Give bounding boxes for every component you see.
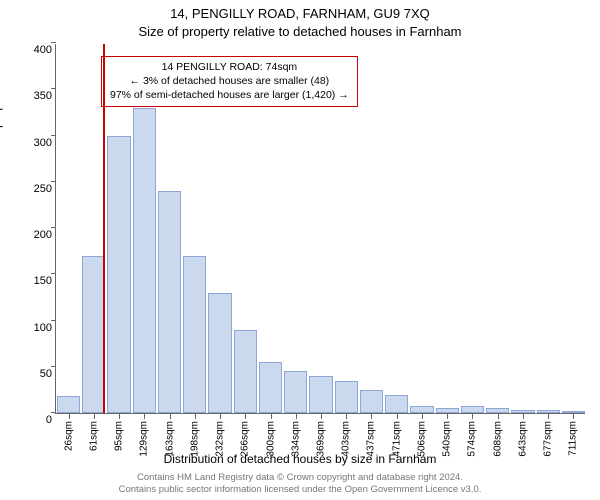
x-tick-mark [523,414,524,419]
x-tick-mark [296,414,297,419]
title-line-1: 14, PENGILLY ROAD, FARNHAM, GU9 7XQ [0,6,600,21]
y-tick-label: 50 [14,368,52,380]
bar [385,395,408,414]
x-axis-label: Distribution of detached houses by size … [0,452,600,466]
info-box-line-2: ← 3% of detached houses are smaller (48) [110,74,349,88]
bar [284,371,307,413]
y-tick-label: 100 [14,322,52,334]
x-tick-mark [548,414,549,419]
x-tick-label: 711sqm [568,421,579,456]
info-box-line-3: 97% of semi-detached houses are larger (… [110,88,349,102]
x-tick-mark [195,414,196,419]
bar [107,136,130,414]
bar [562,411,585,413]
x-tick-mark [170,414,171,419]
x-tick-mark [472,414,473,419]
x-tick-mark [447,414,448,419]
footer-attribution: Contains HM Land Registry data © Crown c… [0,472,600,496]
bar [309,376,332,413]
x-tick-mark [94,414,95,419]
bar [133,108,156,413]
bar [360,390,383,413]
plot-area: 14 PENGILLY ROAD: 74sqm ← 3% of detached… [55,44,585,414]
y-tick-mark [51,135,56,136]
y-tick-mark [51,88,56,89]
y-tick-mark [51,42,56,43]
y-tick-mark [51,412,56,413]
x-tick-mark [346,414,347,419]
x-tick-label: 61sqm [88,421,99,451]
x-tick-mark [245,414,246,419]
bar [208,293,231,413]
x-tick-mark [321,414,322,419]
y-tick-label: 300 [14,137,52,149]
y-tick-mark [51,273,56,274]
bar [259,362,282,413]
bar [511,410,534,413]
y-tick-label: 150 [14,275,52,287]
x-tick-mark [69,414,70,419]
y-tick-mark [51,181,56,182]
footer-line-2: Contains public sector information licen… [0,484,600,496]
chart-container: 14, PENGILLY ROAD, FARNHAM, GU9 7XQ Size… [0,0,600,500]
x-tick-label: 95sqm [114,421,125,451]
x-tick-mark [573,414,574,419]
bar [158,191,181,413]
x-tick-mark [119,414,120,419]
x-tick-mark [271,414,272,419]
y-tick-label: 0 [14,414,52,426]
bar [183,256,206,413]
x-tick-mark [220,414,221,419]
y-tick-label: 200 [14,229,52,241]
bar [537,410,560,413]
bar [82,256,105,413]
x-tick-label: 26sqm [63,421,74,451]
x-tick-mark [422,414,423,419]
title-line-2: Size of property relative to detached ho… [0,24,600,39]
x-tick-mark [144,414,145,419]
footer-line-1: Contains HM Land Registry data © Crown c… [0,472,600,484]
y-tick-mark [51,366,56,367]
bar [57,396,80,413]
bar [486,408,509,413]
bar [234,330,257,413]
info-box-line-1: 14 PENGILLY ROAD: 74sqm [110,60,349,74]
y-tick-mark [51,227,56,228]
bar [410,406,433,413]
x-tick-mark [397,414,398,419]
y-tick-label: 350 [14,90,52,102]
y-tick-mark [51,320,56,321]
x-tick-mark [371,414,372,419]
bar [436,408,459,413]
y-tick-label: 250 [14,183,52,195]
y-axis-label: Number of detached properties [0,75,3,240]
info-box: 14 PENGILLY ROAD: 74sqm ← 3% of detached… [101,56,358,107]
bar [335,381,358,413]
x-tick-mark [498,414,499,419]
marker-line [103,44,105,413]
bar [461,406,484,413]
y-tick-label: 400 [14,44,52,56]
